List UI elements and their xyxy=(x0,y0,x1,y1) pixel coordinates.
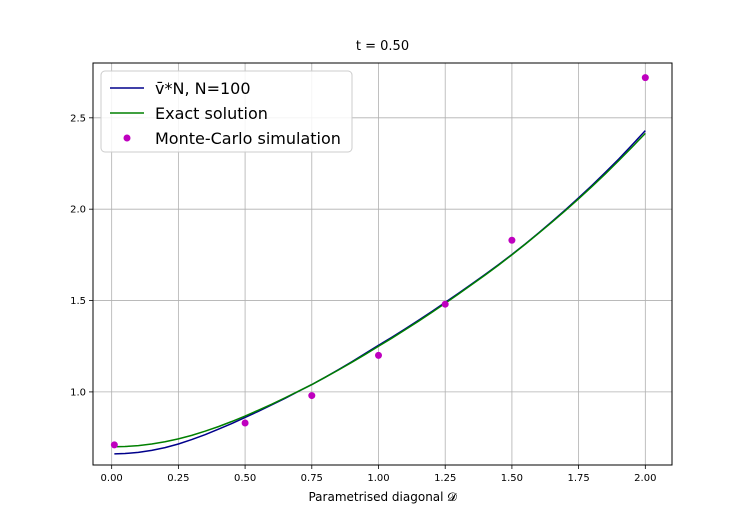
legend-box xyxy=(100,70,353,153)
y-tick-label: 1.0 xyxy=(70,387,86,398)
series-line-1 xyxy=(114,132,646,448)
legend-label-2: Monte-Carlo simulation xyxy=(155,129,341,148)
plot-frame xyxy=(92,62,673,466)
legend-swatch-2 xyxy=(123,134,131,142)
legend-label-0: v̄*N, N=100 xyxy=(155,79,251,98)
scatter-point xyxy=(241,419,249,427)
scatter-point xyxy=(110,441,118,449)
x-tick-label: 0.00 xyxy=(101,473,123,484)
chart-title: t = 0.50 xyxy=(356,39,409,54)
x-tick-label: 0.75 xyxy=(301,473,323,484)
x-tick-label: 1.75 xyxy=(567,473,589,484)
scatter-point xyxy=(441,300,449,308)
x-tick-label: 1.00 xyxy=(367,473,389,484)
scatter-point xyxy=(374,351,382,359)
x-axis-label: Parametrised diagonal 𝓓 xyxy=(308,490,457,504)
y-tick-label: 2.5 xyxy=(70,113,86,124)
scatter-point xyxy=(508,236,516,244)
scatter-point xyxy=(308,392,316,400)
legend: v̄*N, N=100 Exact solution Monte-Carlo sim… xyxy=(100,70,353,153)
x-tick-label: 1.25 xyxy=(434,473,456,484)
x-tick-label: 0.50 xyxy=(234,473,256,484)
x-tick-label: 2.00 xyxy=(634,473,656,484)
series-layer xyxy=(110,74,649,455)
y-tick-label: 1.5 xyxy=(70,296,86,307)
y-tick-label: 2.0 xyxy=(70,205,86,216)
ticks: 0.00 0.25 0.50 0.75 1.00 1.25 1.50 1.75 2.00 1.0 1… xyxy=(70,113,656,484)
x-tick-label: 0.25 xyxy=(167,473,189,484)
scatter-point xyxy=(641,74,649,82)
x-tick-label: 1.50 xyxy=(501,473,523,484)
legend-label-1: Exact solution xyxy=(155,104,268,123)
